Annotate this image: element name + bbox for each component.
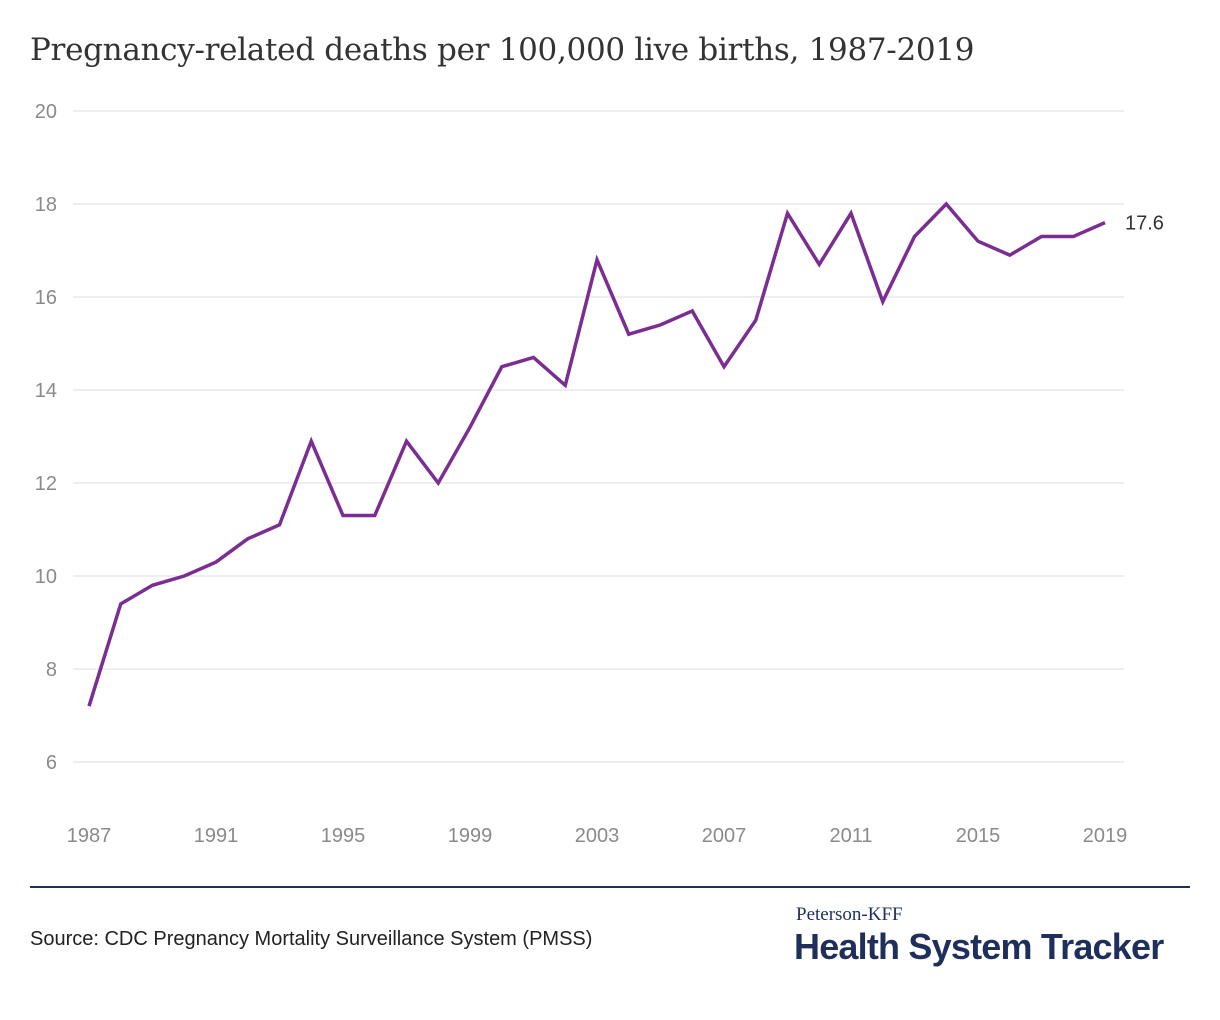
x-tick-label: 1995 (321, 825, 366, 847)
line-chart: 6 8 10 12 14 16 18 20 1987 1991 1995 1999 2003 2007 2… (35, 101, 1164, 847)
brand-subtitle: Peterson-KFF (796, 904, 903, 925)
y-tick-label: 18 (35, 194, 57, 216)
y-tick-label: 6 (46, 752, 57, 774)
x-tick-label: 1987 (67, 825, 112, 847)
series-layer (87, 201, 1106, 707)
end-value-label: 17.6 (1125, 213, 1164, 235)
y-axis-tick-labels: 6 8 10 12 14 16 18 20 (35, 101, 57, 774)
gridlines (73, 110, 1124, 763)
chart-title: Pregnancy-related deaths per 100,000 liv… (30, 32, 975, 68)
x-tick-label: 2007 (702, 825, 747, 847)
x-tick-label: 2011 (829, 825, 872, 847)
x-tick-label: 2019 (1083, 825, 1128, 847)
x-tick-label: 2015 (956, 825, 1001, 847)
x-tick-label: 2003 (575, 825, 620, 847)
y-tick-label: 16 (35, 287, 57, 309)
x-tick-label: 1999 (448, 825, 493, 847)
y-tick-label: 14 (35, 380, 57, 402)
footer-divider (30, 886, 1190, 888)
source-note: Source: CDC Pregnancy Mortality Surveill… (30, 928, 593, 950)
series-line (87, 201, 1106, 707)
y-tick-label: 12 (35, 473, 57, 495)
y-tick-label: 20 (35, 101, 57, 123)
y-tick-label: 10 (35, 566, 57, 588)
y-tick-label: 8 (46, 659, 57, 681)
x-axis-tick-labels: 1987 1991 1995 1999 2003 2007 2011 2015 2019 (67, 825, 1128, 847)
brand-logo-text: Health System Tracker (794, 926, 1164, 967)
x-tick-label: 1991 (194, 825, 239, 847)
